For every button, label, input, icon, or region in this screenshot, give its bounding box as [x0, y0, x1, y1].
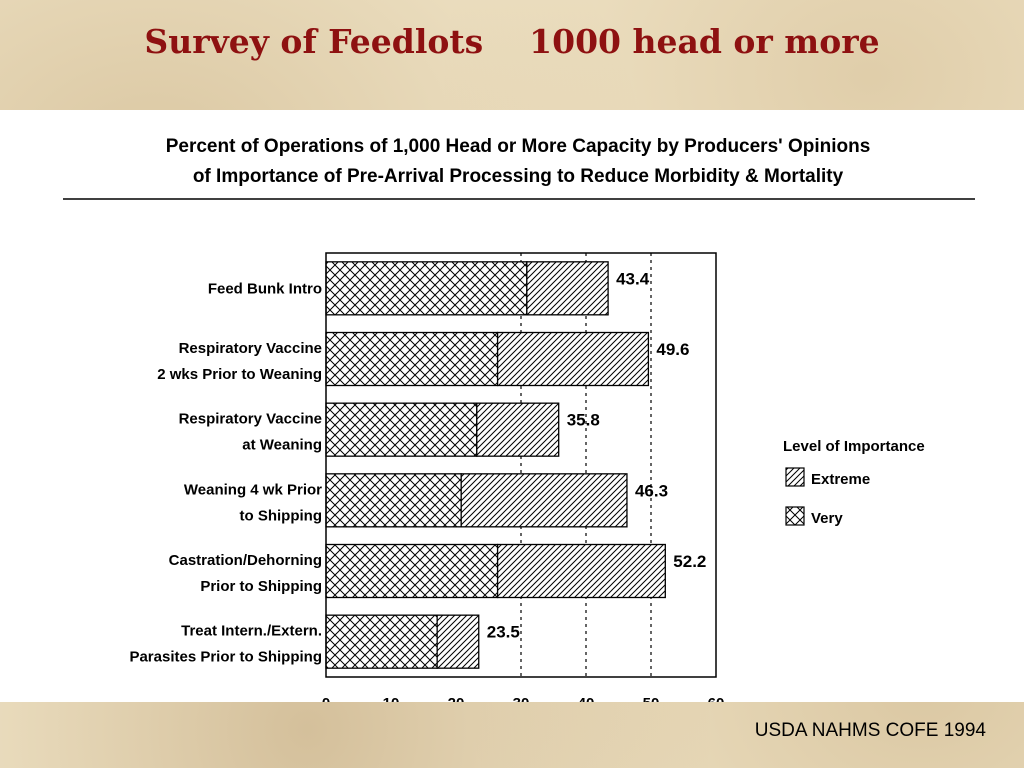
bar-layer — [325, 261, 666, 669]
bar-segment-extreme — [526, 261, 609, 316]
bar-segment-extreme — [496, 331, 650, 387]
bar-segment-extreme — [436, 614, 480, 669]
category-label: Parasites Prior to Shipping — [129, 649, 322, 666]
slide-title: Survey of Feedlots 1000 head or more — [144, 22, 880, 61]
value-label-layer: 43.4 49.6 35.8 46.3 52.2 23.5 — [487, 269, 707, 641]
x-tick-label: 20 — [448, 695, 465, 702]
bar-value-label: 52.2 — [673, 552, 706, 571]
legend-label-extreme: Extreme — [811, 471, 870, 488]
legend: Level of Importance Extreme Very — [783, 438, 925, 527]
bar-segment-very — [325, 473, 462, 528]
bar-value-label: 43.4 — [616, 269, 650, 288]
bar-segment-very — [325, 331, 499, 387]
legend-swatch-extreme — [785, 467, 805, 487]
grid-layer — [520, 253, 652, 677]
bar-segment-extreme — [460, 473, 628, 528]
bar-segment-extreme — [476, 402, 560, 457]
category-label: Prior to Shipping — [200, 578, 322, 595]
bar-value-label: 35.8 — [567, 411, 600, 430]
chart-title-line-2: of Importance of Pre-Arrival Processing … — [193, 166, 844, 187]
bar-value-label: 23.5 — [487, 623, 520, 642]
category-label: Respiratory Vaccine — [179, 340, 322, 357]
legend-label-very: Very — [811, 510, 843, 527]
x-tick-label: 10 — [383, 695, 400, 702]
bar-segment-extreme — [496, 543, 666, 599]
bar-chart: Percent of Operations of 1,000 Head or M… — [63, 136, 975, 702]
bar-segment-very — [325, 614, 438, 669]
category-label: Respiratory Vaccine — [179, 411, 322, 428]
category-label-layer: Feed Bunk Intro Respiratory Vaccine 2 wks … — [129, 280, 322, 665]
category-label: to Shipping — [240, 507, 322, 524]
bar-segment-very — [325, 261, 528, 316]
category-label: Weaning 4 wk Prior — [184, 481, 322, 498]
x-tick-label: 0 — [322, 695, 330, 702]
chart-title-line-1: Percent of Operations of 1,000 Head or M… — [166, 136, 871, 157]
x-tick-label: 60 — [708, 695, 725, 702]
chart-figure: Percent of Operations of 1,000 Head or M… — [0, 110, 1024, 702]
source-footer: USDA NAHMS COFE 1994 — [754, 720, 986, 741]
category-label: Treat Intern./Extern. — [181, 623, 322, 640]
x-tick-label: 50 — [643, 695, 660, 702]
category-label: at Weaning — [242, 437, 322, 454]
legend-swatch-very — [785, 506, 805, 526]
bar-segment-very — [325, 402, 478, 457]
x-tick-label: 30 — [513, 695, 530, 702]
category-label: Castration/Dehorning — [169, 552, 322, 569]
legend-title: Level of Importance — [783, 438, 925, 455]
x-tick-layer: 0 10 20 30 40 50 60 — [322, 695, 725, 702]
category-label: Feed Bunk Intro — [208, 280, 322, 297]
category-label: 2 wks Prior to Weaning — [157, 366, 322, 383]
x-tick-label: 40 — [578, 695, 595, 702]
plot-frame — [325, 252, 717, 678]
bar-segment-very — [325, 543, 499, 599]
bar-value-label: 46.3 — [635, 481, 668, 500]
bar-value-label: 49.6 — [656, 340, 689, 359]
